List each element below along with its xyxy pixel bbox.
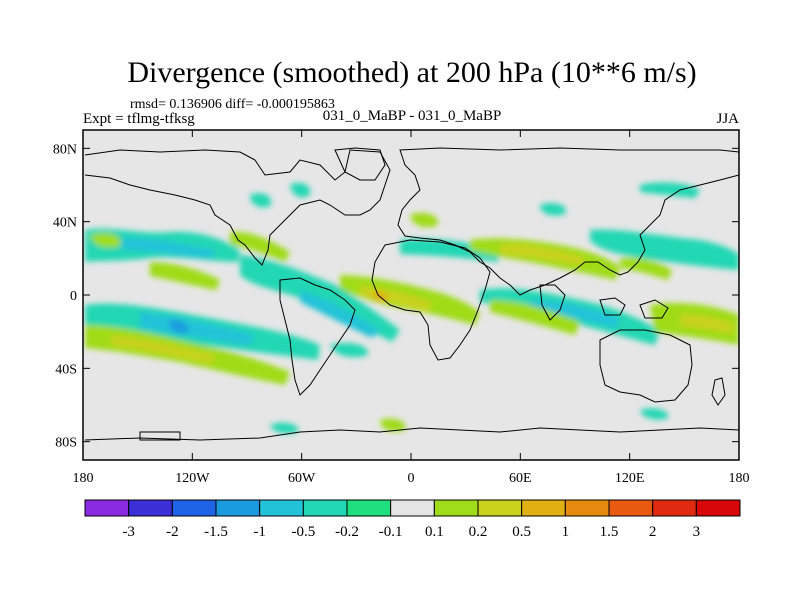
field-region	[150, 262, 220, 290]
field-region	[490, 300, 580, 335]
field-region	[540, 203, 566, 216]
field-region	[500, 243, 585, 266]
y-tick-label: 0	[70, 289, 77, 304]
field-region	[590, 229, 739, 270]
colorbar-swatch	[521, 499, 566, 517]
india-outline	[539, 284, 566, 321]
colorbar-swatch	[652, 499, 697, 517]
x-tick-label: 180	[729, 471, 750, 486]
colorbar-label: 1	[562, 524, 570, 540]
field-region	[680, 314, 735, 334]
x-tick-label: 180	[73, 471, 94, 486]
y-tick-label: 80S	[55, 436, 77, 451]
colorbar-label: 3	[693, 524, 701, 540]
y-tick-label: 40N	[53, 216, 77, 231]
colorbar-swatch	[259, 499, 304, 517]
field-region	[90, 233, 121, 248]
colorbar-swatch	[215, 499, 261, 517]
colorbar-swatch	[84, 499, 130, 517]
colorbar-swatch	[171, 499, 217, 517]
colorbar-swatch	[564, 499, 610, 517]
y-tick-label: 80N	[53, 142, 77, 157]
colorbar-swatch	[302, 499, 348, 517]
south-america-outline	[279, 277, 356, 396]
colorbar-swatch	[346, 499, 392, 517]
field-region	[410, 213, 439, 228]
antarctica-outline	[84, 427, 739, 441]
colorbar-label: 1.5	[600, 524, 619, 540]
x-tick-label: 0	[408, 471, 415, 486]
field-region	[169, 319, 189, 334]
stats-text: rmsd= 0.136906 diff= -0.000195863	[130, 97, 335, 112]
field-region	[380, 418, 406, 432]
field-region	[640, 182, 700, 198]
maritime-continent-outline	[599, 297, 669, 319]
field-region	[300, 290, 380, 338]
colorbar-label: 0.2	[469, 524, 488, 540]
colorbar: -3 -2 -1.5 -1 -0.5 -0.2 -0.1 0.1 0.2 0.5 1 1.5 2 3	[84, 499, 741, 540]
field-region	[250, 193, 272, 208]
colorbar-swatch	[477, 499, 523, 517]
x-tick-label: 60E	[509, 471, 532, 486]
field-region	[230, 231, 290, 262]
colorbar-label: -1	[253, 524, 266, 540]
colorbar-label: 0.5	[512, 524, 531, 540]
europe-asia-outline	[397, 147, 739, 296]
australia-outline	[599, 329, 693, 403]
greenland-outline	[334, 147, 386, 181]
north-america-outline	[84, 149, 391, 266]
field-region	[110, 335, 215, 364]
map-panel: 80N 40N 0 40S 80S 180 120W 60W 0 60E 120E 180	[53, 129, 750, 486]
field-region	[140, 312, 255, 345]
field-region	[530, 300, 620, 328]
chart-title: Divergence (smoothed) at 200 hPa (10**6 …	[127, 56, 696, 89]
field-region	[330, 343, 369, 358]
field-region	[290, 182, 311, 198]
colorbar-label: -2	[166, 524, 179, 540]
colorbar-swatch	[433, 499, 479, 517]
colorbar-label: -0.5	[291, 524, 315, 540]
colorbar-label: -0.1	[379, 524, 403, 540]
colorbar-label: -3	[122, 524, 135, 540]
antarctic-island-outline	[139, 431, 181, 441]
colorbar-label: -1.5	[204, 524, 228, 540]
colorbar-swatch	[695, 499, 741, 517]
x-tick-label: 120W	[175, 471, 210, 486]
season-label: JJA	[716, 111, 739, 127]
y-axis: 80N 40N 0 40S 80S	[53, 142, 739, 451]
continent-outlines	[84, 147, 739, 441]
field-region	[620, 257, 672, 280]
new-zealand-outline	[711, 377, 726, 406]
colorbar-label: 0.1	[425, 524, 444, 540]
comparison-label: 031_0_MaBP - 031_0_MaBP	[323, 108, 502, 124]
field-region	[270, 422, 299, 434]
colorbar-swatch	[608, 499, 654, 517]
field-region	[640, 408, 669, 420]
colorbar-label: 2	[649, 524, 657, 540]
colorbar-label: -0.2	[335, 524, 359, 540]
colorbar-swatch	[390, 499, 435, 517]
x-axis: 180 120W 60W 0 60E 120E 180	[73, 130, 750, 486]
x-tick-label: 60W	[288, 471, 316, 486]
divergence-field	[85, 182, 739, 434]
colorbar-swatch	[128, 499, 173, 517]
x-tick-label: 120E	[615, 471, 645, 486]
y-tick-label: 40S	[55, 362, 77, 377]
experiment-label: Expt = tflmg-tfksg	[83, 111, 195, 127]
africa-outline	[371, 239, 491, 361]
field-region	[120, 237, 215, 258]
